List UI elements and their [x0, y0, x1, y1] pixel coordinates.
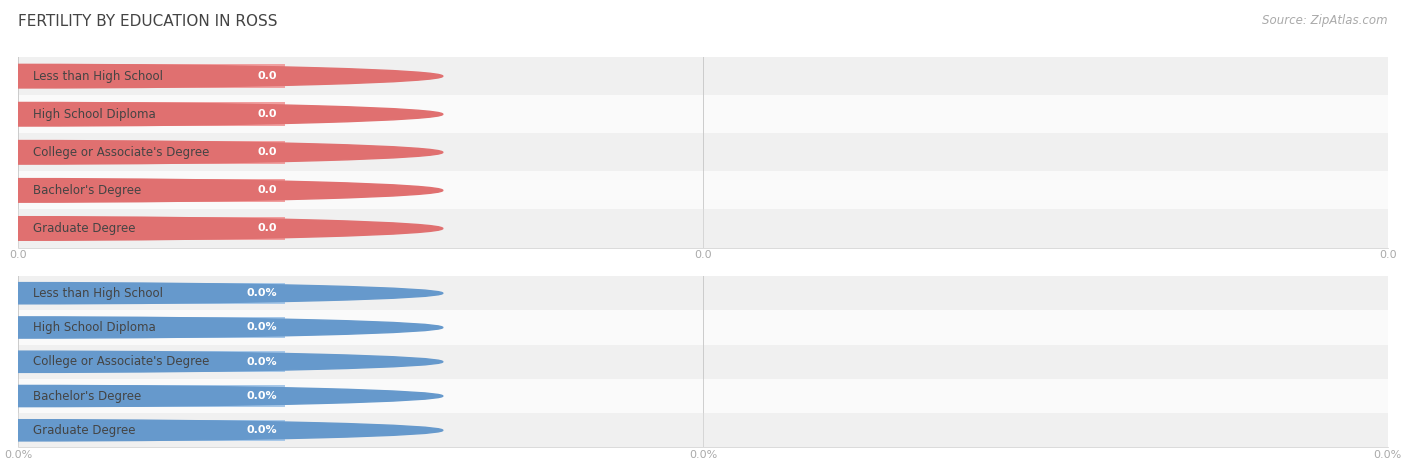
Bar	[18, 276, 1388, 310]
Text: 0.0%: 0.0%	[246, 288, 277, 298]
Text: College or Associate's Degree: College or Associate's Degree	[34, 355, 209, 368]
Bar	[18, 413, 1388, 447]
Circle shape	[0, 317, 443, 338]
Circle shape	[0, 102, 443, 126]
Bar	[18, 351, 285, 372]
Circle shape	[0, 178, 443, 202]
Bar	[22, 387, 221, 405]
Text: 0.0%: 0.0%	[246, 357, 277, 367]
Bar	[22, 353, 221, 370]
Text: 0.0: 0.0	[257, 71, 277, 81]
Text: Source: ZipAtlas.com: Source: ZipAtlas.com	[1263, 14, 1388, 27]
Text: Bachelor's Degree: Bachelor's Degree	[34, 184, 142, 197]
Text: Bachelor's Degree: Bachelor's Degree	[34, 389, 142, 403]
Bar	[18, 57, 1388, 95]
Text: College or Associate's Degree: College or Associate's Degree	[34, 146, 209, 159]
Text: Less than High School: Less than High School	[34, 69, 163, 83]
Text: Graduate Degree: Graduate Degree	[34, 222, 136, 235]
Bar	[18, 217, 285, 240]
Bar	[18, 178, 285, 202]
Bar	[18, 171, 1388, 209]
Bar	[22, 181, 221, 200]
Bar	[18, 209, 1388, 248]
Bar	[22, 319, 221, 336]
Circle shape	[0, 283, 443, 304]
Bar	[18, 95, 1388, 133]
Bar	[22, 285, 221, 302]
Bar	[18, 317, 285, 338]
Bar	[18, 379, 1388, 413]
Bar	[18, 345, 1388, 379]
Text: Less than High School: Less than High School	[34, 287, 163, 300]
Bar	[18, 64, 285, 88]
Bar	[18, 140, 285, 164]
Circle shape	[0, 420, 443, 441]
Circle shape	[0, 386, 443, 407]
Text: 0.0%: 0.0%	[246, 425, 277, 436]
Text: 0.0: 0.0	[257, 223, 277, 234]
Text: 0.0: 0.0	[257, 185, 277, 196]
Bar	[18, 283, 285, 304]
Bar	[22, 422, 221, 439]
Circle shape	[0, 64, 443, 88]
Bar	[22, 105, 221, 124]
Bar	[22, 219, 221, 238]
Text: FERTILITY BY EDUCATION IN ROSS: FERTILITY BY EDUCATION IN ROSS	[18, 14, 278, 30]
Text: 0.0: 0.0	[257, 109, 277, 119]
Text: Graduate Degree: Graduate Degree	[34, 424, 136, 437]
Bar	[18, 102, 285, 126]
Text: 0.0: 0.0	[257, 147, 277, 158]
Bar	[22, 67, 221, 86]
Text: High School Diploma: High School Diploma	[34, 321, 156, 334]
Bar	[18, 133, 1388, 171]
Circle shape	[0, 140, 443, 164]
Text: High School Diploma: High School Diploma	[34, 108, 156, 121]
Text: 0.0%: 0.0%	[246, 322, 277, 333]
Bar	[22, 143, 221, 162]
Circle shape	[0, 351, 443, 372]
Bar	[18, 386, 285, 407]
Text: 0.0%: 0.0%	[246, 391, 277, 401]
Circle shape	[0, 217, 443, 240]
Bar	[18, 310, 1388, 345]
Bar	[18, 420, 285, 441]
